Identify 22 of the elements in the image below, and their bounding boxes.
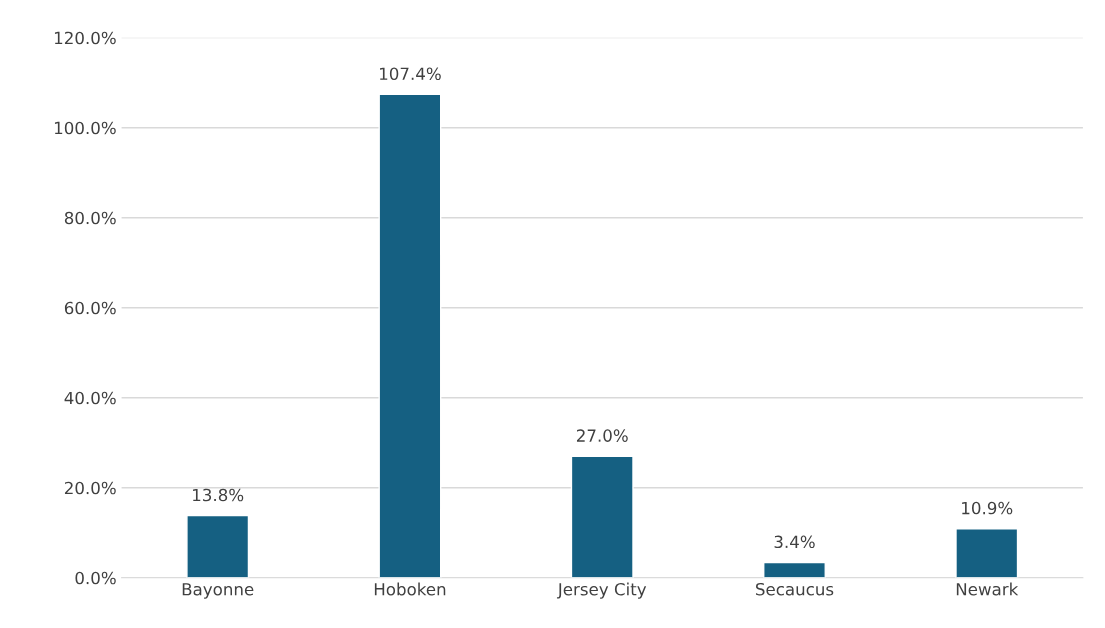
bar xyxy=(378,93,442,578)
y-tick-label: 20.0% xyxy=(64,481,116,495)
data-label: 10.9% xyxy=(962,501,1013,515)
x-tick-label: Hoboken xyxy=(374,582,446,596)
x-tick-label: Newark xyxy=(956,582,1019,596)
y-tick-label: 80.0% xyxy=(64,211,116,225)
y-tick-label: 60.0% xyxy=(64,301,116,315)
data-label: 3.4% xyxy=(774,535,815,549)
bar xyxy=(955,528,1019,578)
data-label: 107.4% xyxy=(380,67,441,81)
x-tick-label: Bayonne xyxy=(182,583,254,599)
x-tick-label: Jersey City xyxy=(556,582,647,599)
y-tick-label: 120.0% xyxy=(54,31,116,45)
y-tick-label: 40.0% xyxy=(64,391,116,405)
x-tick-label: Secaucus xyxy=(756,582,834,596)
bar xyxy=(186,514,250,578)
y-tick-label: 0.0% xyxy=(75,571,116,585)
y-tick-label: 100.0% xyxy=(54,121,116,135)
bar xyxy=(570,455,634,578)
bar xyxy=(763,561,826,578)
data-label: 27.0% xyxy=(576,429,628,442)
data-label: 13.8% xyxy=(193,488,244,502)
